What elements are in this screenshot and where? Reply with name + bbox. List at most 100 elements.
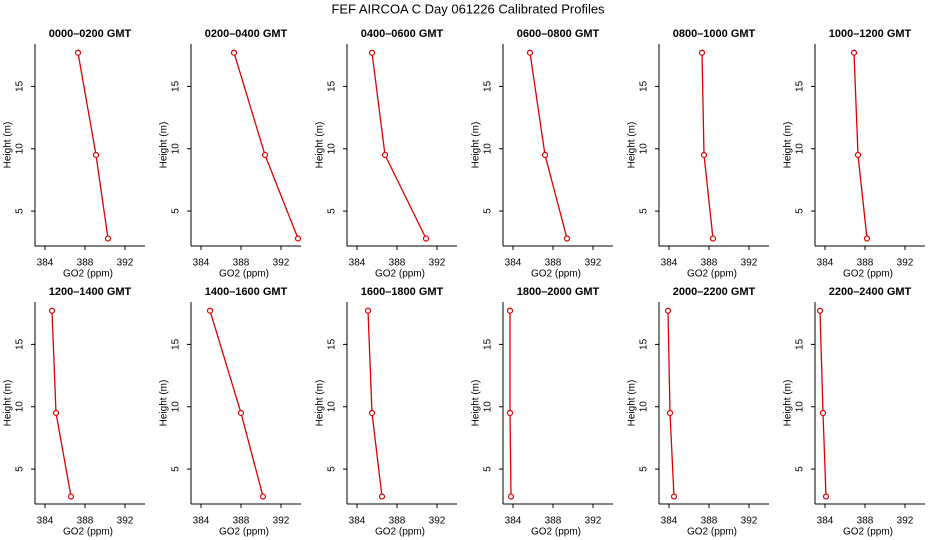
x-axis-label: GO2 (ppm): [531, 269, 581, 280]
x-tick-label: 392: [741, 258, 758, 269]
profile-point: [664, 307, 672, 314]
x-tick-label: 384: [349, 516, 366, 527]
y-tick-label: 10: [15, 143, 26, 155]
profile-line: [667, 310, 675, 497]
profile-line: [819, 310, 827, 497]
profile-point: [506, 307, 514, 314]
x-tick-label: 384: [661, 258, 678, 269]
x-tick-label: 384: [37, 516, 54, 527]
profile-line: [371, 52, 427, 239]
y-axis-label: Height (m): [159, 380, 170, 427]
y-tick-label: 10: [639, 401, 650, 413]
x-tick-label: 392: [897, 516, 914, 527]
y-tick-label: 5: [15, 466, 26, 472]
y-tick-label: 10: [171, 143, 182, 155]
x-axis-label: GO2 (ppm): [63, 269, 113, 280]
y-axis-label: Height (m): [627, 122, 638, 169]
panel-title: 1400–1600 GMT: [205, 286, 288, 298]
x-tick-label: 392: [897, 258, 914, 269]
x-axis-label: GO2 (ppm): [687, 269, 737, 280]
profile-point: [206, 307, 214, 314]
y-axis-label: Height (m): [159, 122, 170, 169]
y-tick-label: 15: [327, 80, 338, 92]
profile-point: [816, 307, 824, 314]
y-tick-label: 15: [639, 80, 650, 92]
profile-point: [92, 151, 100, 159]
x-tick-label: 392: [741, 516, 758, 527]
panel-title: 1000–1200 GMT: [829, 28, 912, 40]
x-axis-label: GO2 (ppm): [843, 269, 893, 280]
y-tick-label: 15: [171, 338, 182, 350]
y-tick-label: 15: [15, 338, 26, 350]
profile-point: [666, 409, 674, 417]
panel-title: 1200–1400 GMT: [49, 286, 132, 298]
x-tick-label: 392: [117, 258, 134, 269]
x-tick-label: 388: [857, 516, 874, 527]
x-tick-label: 388: [545, 516, 562, 527]
y-tick-label: 5: [483, 208, 494, 214]
x-axis-label: GO2 (ppm): [843, 527, 893, 538]
y-tick-label: 5: [483, 466, 494, 472]
profile-point: [526, 49, 534, 56]
x-tick-label: 384: [193, 516, 210, 527]
profile-point: [541, 151, 549, 159]
x-axis-label: GO2 (ppm): [219, 527, 269, 538]
profile-line: [509, 310, 512, 497]
profile-point: [563, 235, 571, 242]
x-tick-label: 384: [817, 516, 834, 527]
profile-line: [77, 52, 109, 239]
y-tick-label: 10: [327, 143, 338, 155]
profile-point: [67, 493, 75, 500]
x-tick-label: 388: [857, 258, 874, 269]
x-tick-label: 392: [429, 258, 446, 269]
x-tick-label: 384: [37, 258, 54, 269]
panel-title: 1600–1800 GMT: [361, 286, 444, 298]
profile-point: [237, 409, 245, 417]
y-tick-label: 10: [795, 143, 806, 155]
x-axis-label: GO2 (ppm): [375, 269, 425, 280]
panel-title: 0000–0200 GMT: [49, 28, 132, 40]
y-tick-label: 5: [327, 466, 338, 472]
profile-point: [507, 493, 515, 500]
y-axis-label: Height (m): [3, 122, 14, 169]
y-tick-label: 10: [639, 143, 650, 155]
x-axis-label: GO2 (ppm): [531, 527, 581, 538]
profile-line: [701, 52, 714, 239]
profile-line: [367, 310, 383, 497]
y-tick-label: 15: [639, 338, 650, 350]
x-tick-label: 388: [77, 258, 94, 269]
x-tick-label: 392: [117, 516, 134, 527]
y-tick-label: 10: [327, 401, 338, 413]
profile-point: [368, 409, 376, 417]
x-tick-label: 388: [77, 516, 94, 527]
x-tick-label: 388: [545, 258, 562, 269]
x-tick-label: 388: [389, 258, 406, 269]
x-tick-label: 384: [193, 258, 210, 269]
x-tick-label: 384: [817, 258, 834, 269]
y-tick-label: 10: [171, 401, 182, 413]
y-tick-label: 5: [327, 208, 338, 214]
y-tick-label: 5: [171, 466, 182, 472]
profile-line: [853, 52, 868, 239]
profile-point: [709, 235, 717, 242]
panel-title: 0200–0400 GMT: [205, 28, 288, 40]
panel-title: 2200–2400 GMT: [829, 286, 912, 298]
x-tick-label: 392: [585, 258, 602, 269]
profile-point: [48, 307, 56, 314]
profile-point: [670, 493, 678, 500]
profile-point: [230, 49, 238, 56]
profile-point: [294, 235, 302, 242]
profile-point: [378, 493, 386, 500]
y-axis-label: Height (m): [471, 380, 482, 427]
profile-point: [863, 235, 871, 242]
y-axis-label: Height (m): [627, 380, 638, 427]
y-tick-label: 15: [327, 338, 338, 350]
panel-title: 0600–0800 GMT: [517, 28, 600, 40]
x-tick-label: 392: [585, 516, 602, 527]
y-tick-label: 5: [639, 208, 650, 214]
profile-line: [209, 310, 264, 497]
y-axis-label: Height (m): [315, 122, 326, 169]
profile-point: [364, 307, 372, 314]
y-tick-label: 10: [795, 401, 806, 413]
